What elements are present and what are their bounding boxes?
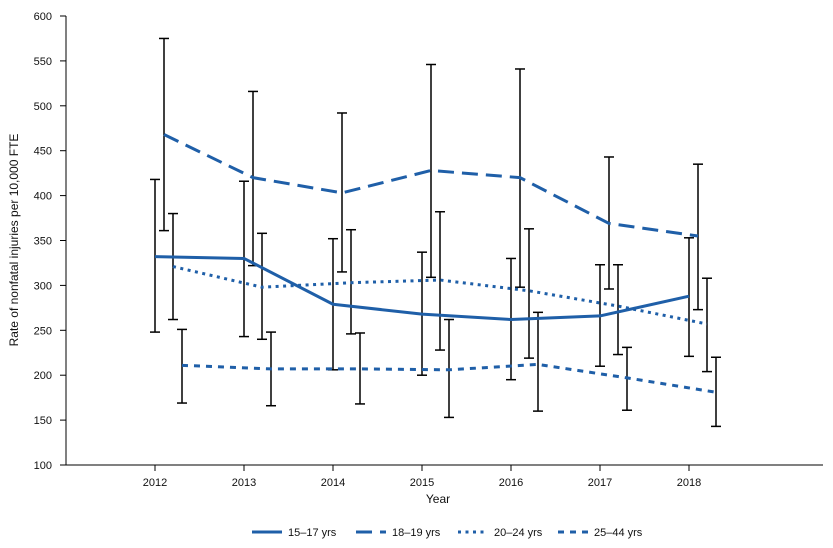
x-tick-label: 2015 [410,477,434,489]
y-tick-label: 500 [34,101,52,113]
y-tick-label: 550 [34,56,52,68]
series-line [154,255,690,322]
y-tick-label: 350 [34,236,52,248]
legend-label: 25–44 yrs [594,527,643,539]
y-tick-label: 300 [34,280,52,292]
series-line [181,362,717,394]
x-tick-label: 2014 [321,477,345,489]
y-tick-label: 150 [34,415,52,427]
series-line [172,265,708,326]
x-ticks: 2012 2013 2014 2015 2016 2017 2018 [143,465,701,489]
y-tick-label: 200 [34,370,52,382]
y-ticks: 100 150 200 250 300 350 400 450 500 550 600 [34,11,66,472]
y-tick-label: 450 [34,146,52,158]
x-tick-label: 2017 [588,477,612,489]
y-tick-label: 250 [34,325,52,337]
x-tick-label: 2012 [143,477,167,489]
x-tick-label: 2016 [499,477,523,489]
legend-label: 20–24 yrs [494,527,543,539]
legend-label: 15–17 yrs [288,527,337,539]
legend: 15–17 yrs 18–19 yrs 20–24 yrs 25–44 yrs [252,527,643,539]
x-tick-label: 2013 [232,477,256,489]
plot-area-frame [65,16,823,466]
y-tick-label: 400 [34,191,52,203]
series-line [163,133,699,238]
x-axis-title: Year [426,492,450,506]
legend-label: 18–19 yrs [392,527,441,539]
y-tick-label: 600 [34,11,52,23]
y-tick-label: 100 [34,460,52,472]
x-tick-label: 2018 [677,477,701,489]
series-lines [154,133,717,394]
y-axis-title: Rate of nonfatal injuries per 10,000 FTE [7,134,21,347]
